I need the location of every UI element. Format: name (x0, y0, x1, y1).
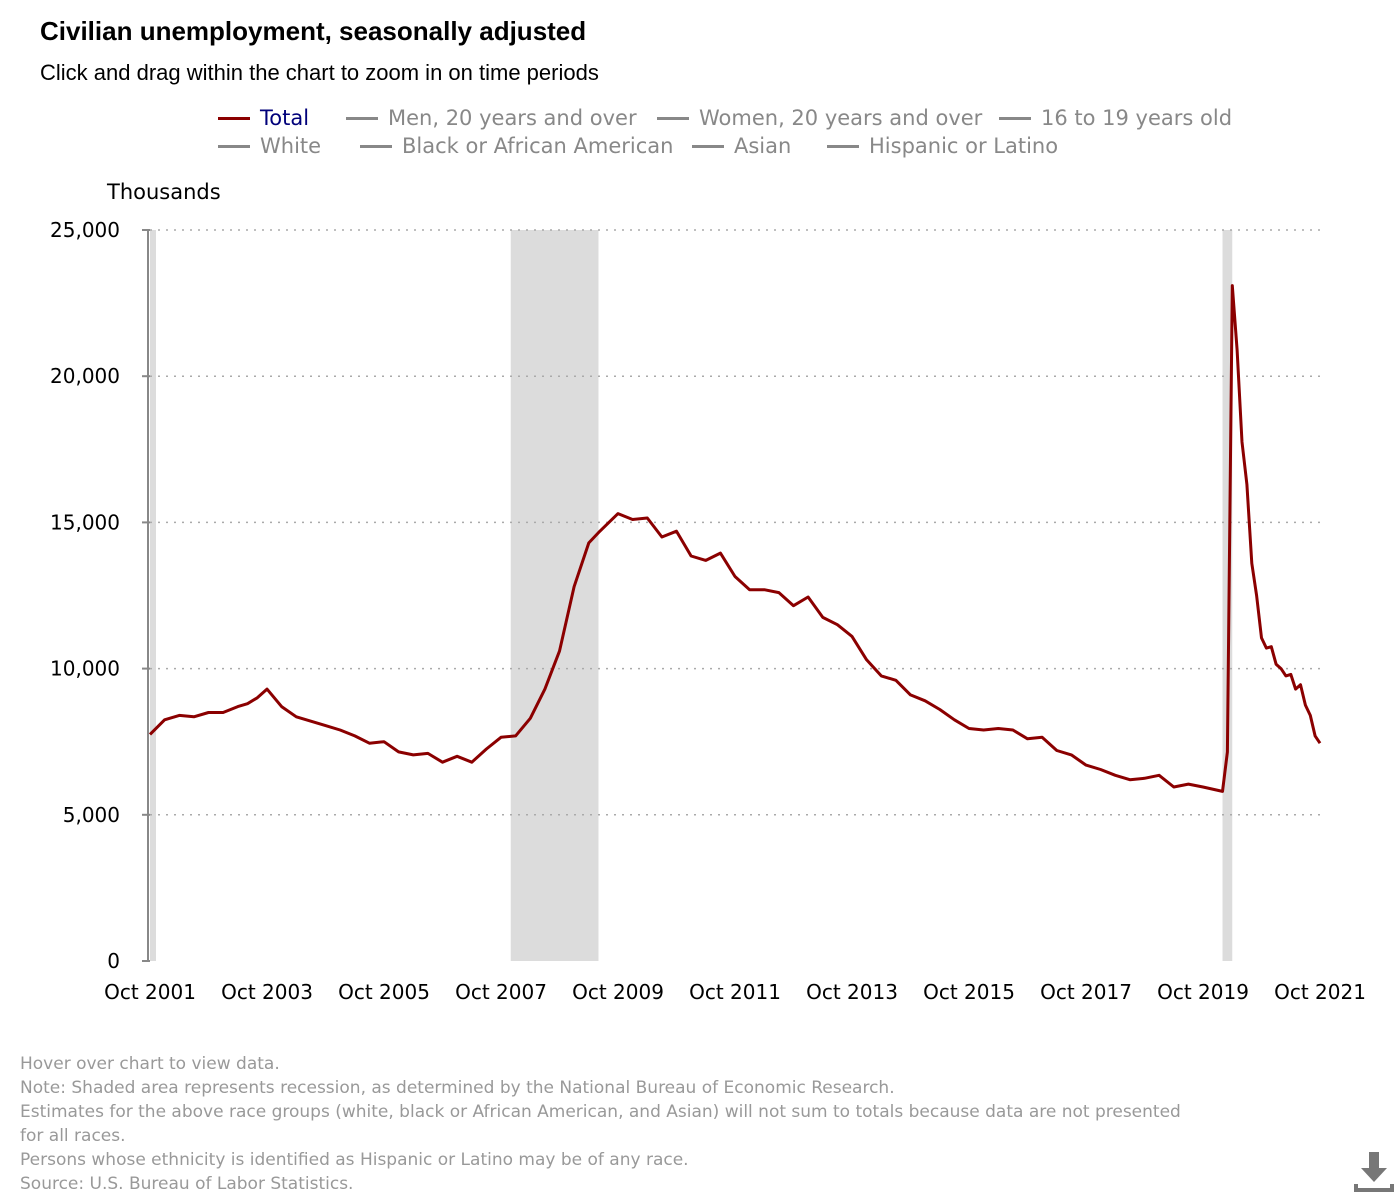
y-tick-label: 0 (107, 949, 120, 973)
x-tick-label: Oct 2009 (572, 980, 664, 1004)
legend-swatch-black (360, 144, 392, 148)
legend-swatch-asian (692, 144, 724, 148)
footnote-recession-note: Note: Shaded area represents recession, … (20, 1078, 895, 1098)
grid-lines (150, 229, 1320, 816)
legend-label-total: Total (260, 106, 310, 130)
footnote-race-estimates-cont: for all races. (20, 1126, 126, 1146)
y-axis-label: Thousands (106, 180, 221, 204)
y-axis-ticks: 0 5,000 10,000 15,000 20,000 25,000 (50, 218, 150, 973)
footnote-hispanic: Persons whose ethnicity is identified as… (20, 1150, 689, 1170)
legend-label-hispanic: Hispanic or Latino (869, 134, 1059, 158)
x-tick-label: Oct 2017 (1040, 980, 1132, 1004)
footnote-race-estimates: Estimates for the above race groups (whi… (20, 1102, 1181, 1122)
y-tick-label: 5,000 (63, 803, 120, 827)
x-tick-label: Oct 2005 (338, 980, 430, 1004)
legend-label-asian: Asian (734, 134, 792, 158)
y-tick-label: 15,000 (50, 510, 120, 534)
legend-swatch-men (346, 116, 378, 120)
chart-subtitle: Click and drag within the chart to zoom … (40, 60, 599, 85)
x-tick-label: Oct 2003 (221, 980, 313, 1004)
x-tick-label: Oct 2001 (104, 980, 196, 1004)
legend-row-2: White Black or African American Asian Hi… (218, 134, 1058, 158)
legend-item-total[interactable]: Total (218, 106, 346, 130)
series-line-total[interactable] (148, 284, 1322, 793)
x-tick-label: Oct 2013 (806, 980, 898, 1004)
y-tick-label: 10,000 (50, 657, 120, 681)
recession-band-3 (1222, 230, 1233, 961)
legend-item-white[interactable]: White (218, 134, 360, 158)
legend-item-teens[interactable]: 16 to 19 years old (999, 106, 1232, 130)
legend-swatch-women (657, 116, 689, 120)
legend-label-teens: 16 to 19 years old (1041, 106, 1233, 130)
footnotes: Hover over chart to view data. Note: Sha… (20, 1052, 1181, 1196)
recession-band-1 (150, 230, 156, 961)
footnote-hover: Hover over chart to view data. (20, 1054, 280, 1074)
legend-swatch-teens (999, 116, 1031, 120)
recession-band-2 (510, 230, 599, 961)
legend-swatch-total (218, 116, 250, 120)
x-tick-label: Oct 2021 (1274, 980, 1366, 1004)
legend-item-men[interactable]: Men, 20 years and over (346, 106, 657, 130)
chart-title: Civilian unemployment, seasonally adjust… (40, 16, 587, 46)
x-axis-ticks: Oct 2001 Oct 2003 Oct 2005 Oct 2007 Oct 2009… (104, 980, 1366, 1004)
legend-swatch-hispanic (827, 144, 859, 148)
legend-item-hispanic[interactable]: Hispanic or Latino (827, 134, 1058, 158)
y-tick-label: 25,000 (50, 218, 120, 242)
legend-item-asian[interactable]: Asian (692, 134, 827, 158)
legend-item-women[interactable]: Women, 20 years and over (657, 106, 999, 130)
legend-label-women: Women, 20 years and over (699, 106, 983, 130)
download-arrow-glyph (1354, 1152, 1394, 1192)
legend-label-black: Black or African American (402, 134, 674, 158)
x-tick-label: Oct 2015 (923, 980, 1015, 1004)
recession-shading (150, 230, 1233, 961)
legend-label-white: White (260, 134, 322, 158)
footnote-source: Source: U.S. Bureau of Labor Statistics. (20, 1174, 354, 1194)
legend-label-men: Men, 20 years and over (388, 106, 637, 130)
x-tick-label: Oct 2011 (689, 980, 781, 1004)
download-icon[interactable] (1350, 1148, 1396, 1194)
legend-item-black[interactable]: Black or African American (360, 134, 692, 158)
x-tick-label: Oct 2019 (1157, 980, 1249, 1004)
legend-swatch-white (218, 144, 250, 148)
y-tick-label: 20,000 (50, 364, 120, 388)
x-tick-label: Oct 2007 (455, 980, 547, 1004)
legend-row-1: Total Men, 20 years and over Women, 20 y… (218, 106, 1232, 130)
